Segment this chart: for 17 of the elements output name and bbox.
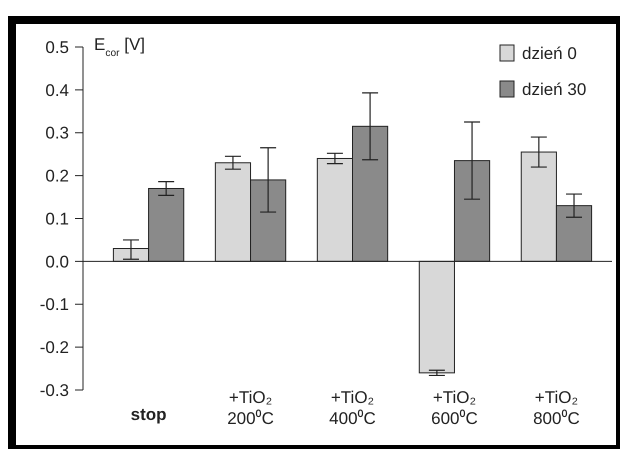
y-tick-label: 0.2	[45, 166, 69, 186]
y-tick-label: 0.1	[45, 209, 69, 228]
y-tick-label: 0.3	[45, 124, 69, 143]
y-tick-label: -0.1	[40, 295, 69, 314]
y-tick-label: 0.4	[45, 80, 69, 100]
y-tick-label: -0.3	[40, 380, 69, 400]
x-tick-label: +TiO₂ 800⁰C	[533, 388, 580, 428]
x-tick-label: stop	[130, 405, 167, 424]
x-tick-label: +TiO₂ 600⁰C	[431, 388, 478, 428]
legend-label: dzień 0	[522, 44, 577, 63]
y-tick-label: -0.2	[40, 338, 69, 358]
y-tick-label: 0.0	[45, 252, 69, 272]
x-tick-label: +TiO₂ 200⁰C	[227, 388, 274, 428]
y-tick-label: 0.5	[45, 38, 69, 57]
x-tick-label: +TiO₂ 400⁰C	[329, 388, 376, 428]
legend-label: dzień 30	[522, 80, 586, 99]
y-axis-title: E$_{cor}$ [V]	[94, 35, 146, 58]
